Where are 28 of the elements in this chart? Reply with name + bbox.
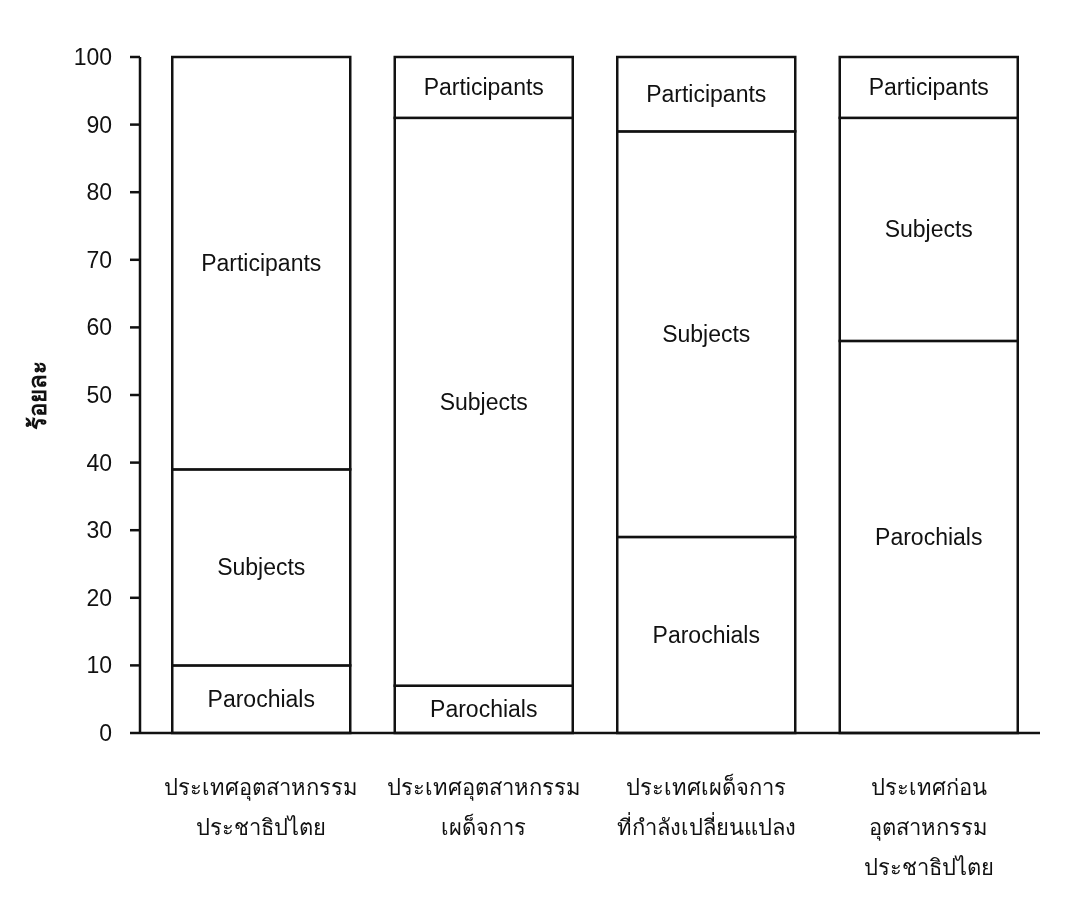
text: Parochials [652, 621, 760, 648]
y-tick-label: 30 [86, 517, 112, 544]
text: Participants [868, 74, 989, 101]
y-tick-label: 10 [86, 652, 112, 679]
x-tick-label: ประเทศเผด็จการ ที่กำลังเปลี่ยนแปลง [616, 773, 796, 840]
series-label: Participants [423, 74, 544, 101]
y-axis-title: ร้อยละ [24, 360, 51, 430]
y-tick-label: 90 [86, 111, 112, 138]
text: Parochials [207, 686, 315, 713]
y-tick-label: 0 [99, 720, 112, 746]
x-tick-label: ประเทศก่อน อุตสาหกรรม ประชาธิปไตย [863, 775, 994, 880]
text: Participants [201, 250, 322, 277]
text: Subjects [439, 388, 528, 415]
y-tick-label: 100 [73, 44, 112, 70]
x-tick-label: ประเทศอุตสาหกรรม ประชาธิปไตย [164, 775, 359, 840]
series-label: Parochials [430, 696, 538, 723]
text: Subjects [884, 216, 973, 243]
y-tick-label: 60 [86, 314, 112, 341]
y-tick-label: 70 [86, 246, 112, 273]
x-tick-label: ประเทศอุตสาหกรรม เผด็จการ [386, 775, 581, 840]
text: Parochials [875, 523, 983, 550]
series-label: Subjects [217, 554, 306, 581]
y-tick-label: 40 [86, 449, 112, 476]
y-tick-label: 80 [86, 179, 112, 206]
y-tick-label: 50 [86, 382, 112, 408]
text: Subjects [662, 321, 751, 348]
y-tick-label: 20 [86, 584, 112, 611]
text: Participants [646, 81, 767, 108]
